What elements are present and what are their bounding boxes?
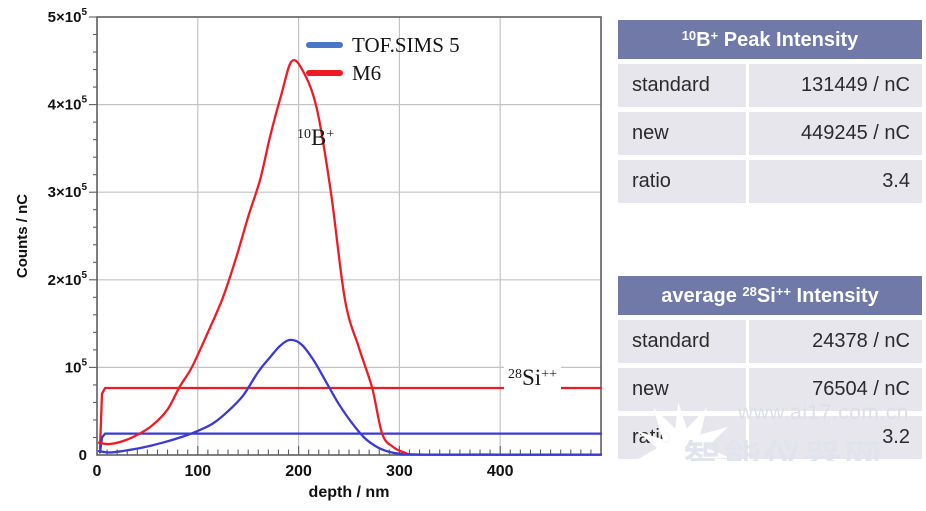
svg-text:3×105: 3×105 <box>48 182 88 201</box>
annotation-b10-element: B <box>311 125 327 150</box>
title-charge: + <box>710 27 719 43</box>
legend-swatch-red-icon <box>306 70 343 76</box>
row-label: standard <box>618 64 746 107</box>
svg-text:0: 0 <box>93 463 102 480</box>
row-value: 76504 / nC <box>749 368 922 411</box>
legend-label-tofsims5: TOF.SIMS 5 <box>352 32 460 57</box>
legend-item-tofsims5: TOF.SIMS 5 <box>306 31 460 59</box>
series-0 <box>98 386 603 450</box>
title-rest: Intensity <box>790 284 879 307</box>
annotation-si28-mass: 28 <box>508 367 522 382</box>
row-value: 131449 / nC <box>749 64 922 107</box>
title-rest: Peak Intensity <box>718 28 859 51</box>
table-row-ratio: ratio 3.4 <box>618 160 922 203</box>
svg-text:0: 0 <box>79 447 87 464</box>
annotation-b10: 10B+ <box>297 126 334 149</box>
svg-text:105: 105 <box>65 357 88 376</box>
y-axis-title: Counts / nC <box>14 194 31 278</box>
chart-legend: TOF.SIMS 5 M6 <box>306 31 460 87</box>
table-row-standard: standard 24378 / nC <box>618 320 922 363</box>
row-value: 449245 / nC <box>749 112 922 155</box>
table-row-new: new 76504 / nC <box>618 368 922 411</box>
row-value: 3.4 <box>749 160 922 203</box>
title-element: Si <box>756 284 776 307</box>
table-row-ratio: ratio 3.2 <box>618 416 922 459</box>
title-element: B <box>696 28 711 51</box>
legend-label-m6: M6 <box>352 60 382 85</box>
chart-canvas: 0 100 200 300 400 0 105 2×105 3×105 4×105 5×105 dep… <box>14 7 603 501</box>
svg-text:100: 100 <box>184 463 211 480</box>
depth-profile-chart: 0 100 200 300 400 0 105 2×105 3×105 4×105 5×105 dep… <box>14 7 603 501</box>
row-value: 3.2 <box>749 416 922 459</box>
si28-table-title: average 28Si++ Intensity <box>661 284 879 308</box>
svg-text:400: 400 <box>487 463 514 480</box>
row-label: new <box>618 368 746 411</box>
annotation-si28-charge: ++ <box>541 367 557 382</box>
annotation-si28-element: Si <box>522 365 542 390</box>
title-mass: 28 <box>742 283 757 299</box>
row-label: ratio <box>618 416 746 459</box>
annotation-b10-charge: + <box>326 127 335 142</box>
title-mass: 10 <box>681 27 697 43</box>
svg-text:300: 300 <box>386 463 413 480</box>
row-label: standard <box>618 320 746 363</box>
b10-peak-intensity-table: 10B+ Peak Intensity standard 131449 / nC… <box>618 20 922 208</box>
title-prefix: average <box>661 284 743 307</box>
b10-table-title: 10B+ Peak Intensity <box>682 28 859 52</box>
gridlines <box>97 17 601 455</box>
x-axis-title: depth / nm <box>309 484 390 501</box>
b10-table-header: 10B+ Peak Intensity <box>618 20 922 59</box>
table-row-new: new 449245 / nC <box>618 112 922 155</box>
row-label: ratio <box>618 160 746 203</box>
series-2 <box>97 58 603 456</box>
svg-text:2×105: 2×105 <box>48 270 88 289</box>
si28-table-header: average 28Si++ Intensity <box>618 276 922 315</box>
legend-item-m6: M6 <box>306 59 460 87</box>
title-charge: ++ <box>775 283 791 299</box>
row-label: new <box>618 112 746 155</box>
si28-average-intensity-table: average 28Si++ Intensity standard 24378 … <box>618 276 922 464</box>
row-value: 24378 / nC <box>749 320 922 363</box>
legend-swatch-blue-icon <box>306 42 343 48</box>
table-row-standard: standard 131449 / nC <box>618 64 922 107</box>
annotation-b10-mass: 10 <box>297 127 311 142</box>
svg-text:200: 200 <box>285 463 312 480</box>
series-1 <box>98 432 603 454</box>
tick-labels: 0 100 200 300 400 0 105 2×105 3×105 4×105 5×105 <box>48 7 514 480</box>
svg-text:5×105: 5×105 <box>48 7 88 26</box>
annotation-si28: 28Si++ <box>504 364 561 391</box>
series-3 <box>97 338 603 456</box>
svg-text:4×105: 4×105 <box>48 95 88 114</box>
